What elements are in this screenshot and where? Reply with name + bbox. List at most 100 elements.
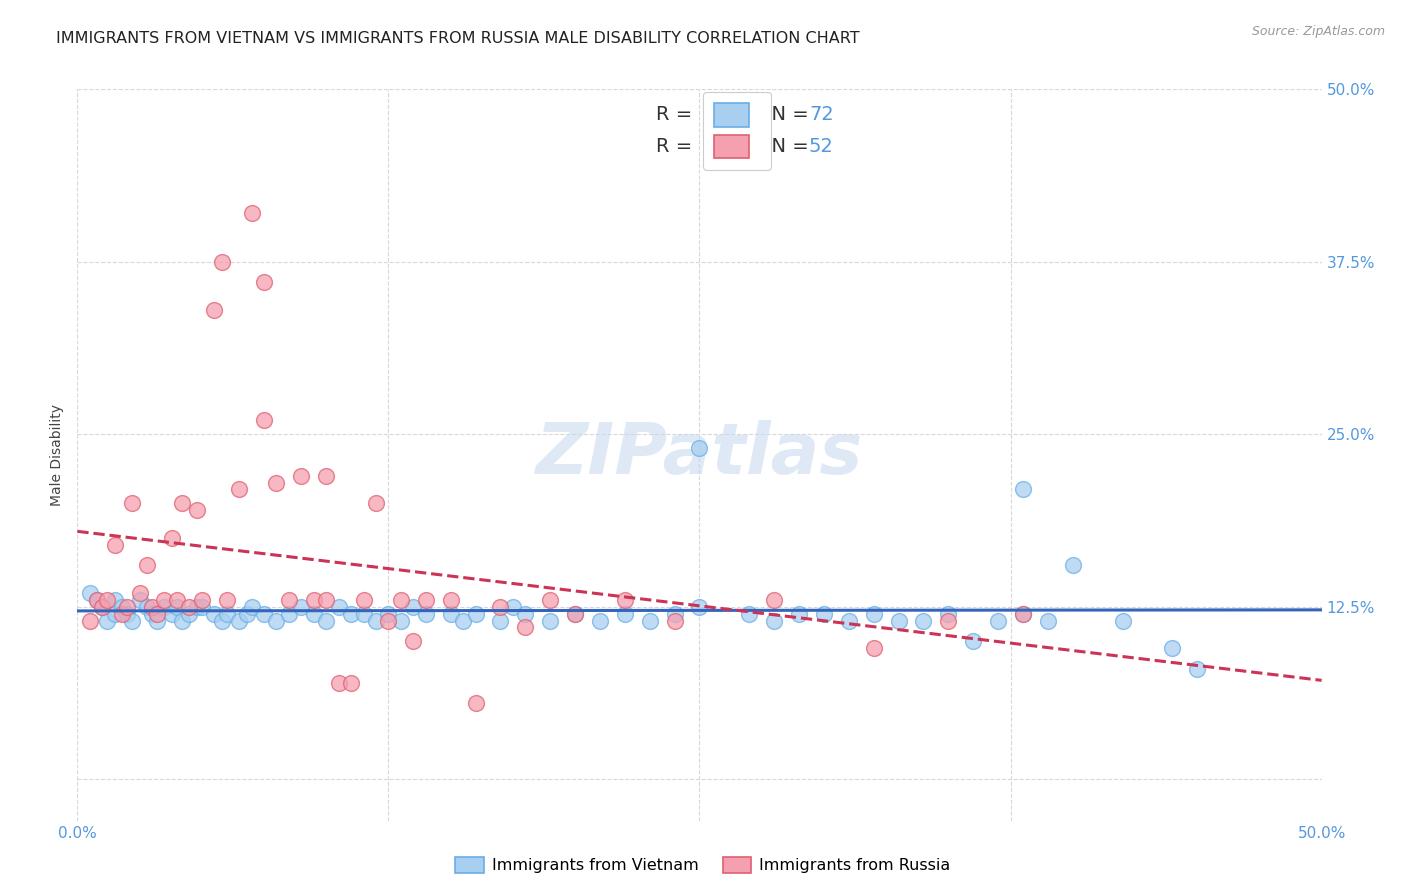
Point — [215, 592, 238, 607]
Point — [664, 614, 686, 628]
Point — [179, 599, 201, 614]
Point — [340, 675, 363, 690]
Point — [515, 607, 537, 621]
Point — [1161, 641, 1184, 656]
Point — [364, 496, 387, 510]
Point — [315, 592, 337, 607]
Point — [202, 303, 225, 318]
Point — [353, 607, 375, 621]
Point — [302, 592, 325, 607]
Point — [228, 483, 250, 497]
Point — [340, 607, 363, 621]
Point — [86, 592, 108, 607]
Point — [763, 592, 786, 607]
Point — [439, 592, 461, 607]
Point — [451, 614, 474, 628]
Point — [290, 468, 312, 483]
Point — [862, 607, 884, 621]
Point — [160, 607, 183, 621]
Point — [439, 607, 461, 621]
Point — [328, 599, 350, 614]
Point — [689, 599, 711, 614]
Point — [1111, 614, 1133, 628]
Point — [266, 475, 288, 490]
Point — [166, 592, 188, 607]
Text: R =: R = — [657, 105, 699, 124]
Text: N =: N = — [759, 137, 815, 156]
Point — [186, 503, 208, 517]
Point — [315, 468, 337, 483]
Point — [153, 599, 176, 614]
Point — [364, 614, 387, 628]
Point — [415, 607, 437, 621]
Point — [936, 614, 959, 628]
Point — [115, 599, 138, 614]
Point — [240, 599, 263, 614]
Point — [228, 614, 250, 628]
Point — [464, 696, 486, 710]
Point — [128, 586, 150, 600]
Point — [862, 641, 884, 656]
Point — [211, 254, 233, 268]
Point — [638, 614, 661, 628]
Point — [328, 675, 350, 690]
Point — [589, 614, 612, 628]
Y-axis label: Male Disability: Male Disability — [51, 404, 65, 506]
Point — [763, 614, 786, 628]
Point — [315, 614, 337, 628]
Point — [564, 607, 586, 621]
Point — [186, 599, 208, 614]
Point — [104, 607, 127, 621]
Text: Source: ZipAtlas.com: Source: ZipAtlas.com — [1251, 25, 1385, 38]
Point — [538, 592, 561, 607]
Point — [887, 614, 910, 628]
Point — [564, 607, 586, 621]
Point — [191, 592, 214, 607]
Point — [115, 607, 138, 621]
Text: R =: R = — [657, 137, 699, 156]
Point — [136, 599, 159, 614]
Point — [136, 558, 159, 573]
Point — [738, 607, 761, 621]
Point — [912, 614, 935, 628]
Point — [86, 592, 108, 607]
Point — [489, 599, 512, 614]
Point — [936, 607, 959, 621]
Text: 52: 52 — [808, 137, 834, 156]
Text: 0.186: 0.186 — [702, 137, 758, 156]
Point — [240, 206, 263, 220]
Point — [1012, 607, 1035, 621]
Point — [253, 276, 276, 290]
Point — [121, 614, 143, 628]
Point — [1185, 662, 1208, 676]
Point — [402, 634, 425, 648]
Point — [266, 614, 288, 628]
Point — [202, 607, 225, 621]
Text: IMMIGRANTS FROM VIETNAM VS IMMIGRANTS FROM RUSSIA MALE DISABILITY CORRELATION CH: IMMIGRANTS FROM VIETNAM VS IMMIGRANTS FR… — [56, 31, 860, 46]
Point — [1012, 483, 1035, 497]
Point — [111, 599, 134, 614]
Point — [146, 614, 169, 628]
Text: ZIPatlas: ZIPatlas — [536, 420, 863, 490]
Point — [253, 413, 276, 427]
Point — [377, 614, 399, 628]
Point — [353, 592, 375, 607]
Point — [160, 531, 183, 545]
Point — [104, 592, 127, 607]
Point — [146, 607, 169, 621]
Point — [613, 592, 636, 607]
Point — [96, 614, 118, 628]
Point — [402, 599, 425, 614]
Point — [121, 496, 143, 510]
Point — [813, 607, 835, 621]
Point — [170, 614, 193, 628]
Point — [515, 620, 537, 634]
Point — [179, 607, 201, 621]
Point — [96, 592, 118, 607]
Text: 0.092: 0.092 — [702, 105, 758, 124]
Point — [464, 607, 486, 621]
Text: 72: 72 — [808, 105, 834, 124]
Point — [389, 614, 412, 628]
Point — [91, 599, 114, 614]
Legend: , : , — [703, 92, 770, 170]
